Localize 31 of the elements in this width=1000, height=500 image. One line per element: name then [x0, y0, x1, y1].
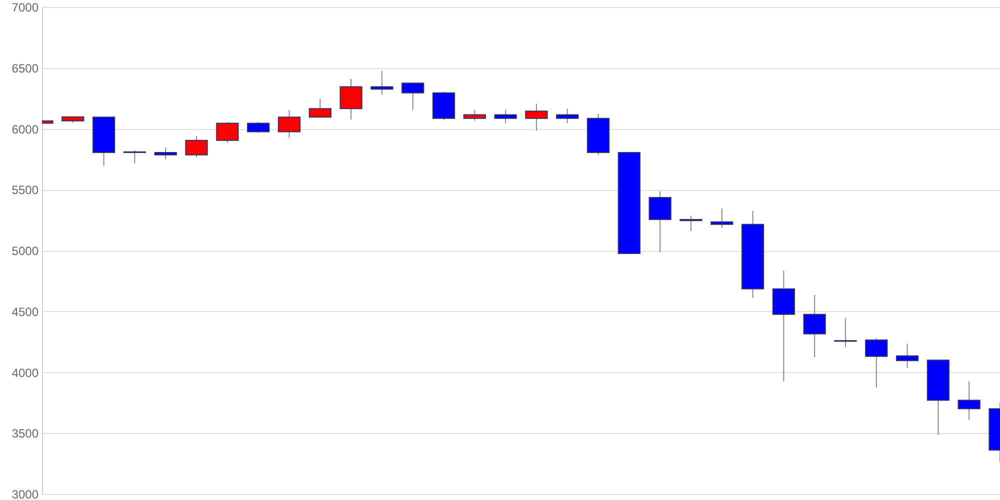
- y-tick-label: 4000: [12, 366, 39, 380]
- candlestick: [370, 70, 394, 96]
- y-tick-label: 3000: [12, 488, 39, 500]
- y-tick-label: 5500: [12, 183, 39, 198]
- candlestick: [494, 109, 517, 124]
- candlestick: [123, 150, 146, 164]
- y-tick-label: 7000: [12, 0, 39, 14]
- candlestick: [278, 109, 301, 138]
- y-tick-label: 5000: [12, 244, 39, 258]
- candlestick: [556, 108, 579, 124]
- candlestick: [834, 318, 857, 348]
- candlestick: [216, 122, 239, 144]
- y-tick-label: 3500: [12, 426, 39, 441]
- candlestick: [648, 190, 672, 253]
- candlestick: [247, 122, 270, 134]
- y-tick-label: 6000: [12, 122, 39, 136]
- candlestick: [896, 343, 919, 368]
- candlestick: [803, 294, 826, 358]
- candlestick: [958, 380, 980, 420]
- candlestick: [525, 103, 548, 132]
- candlestick: [463, 109, 486, 122]
- candlestick: [710, 208, 734, 228]
- candlestick: [402, 82, 424, 110]
- candlestick: [154, 147, 177, 160]
- y-tick-label: 4500: [12, 304, 39, 319]
- candlestick: [308, 98, 332, 118]
- y-tick-label: 6500: [12, 61, 39, 76]
- candlestick: [680, 215, 702, 232]
- candlestick: [185, 136, 208, 158]
- candlestick: [865, 338, 888, 388]
- candlestick: [340, 78, 362, 120]
